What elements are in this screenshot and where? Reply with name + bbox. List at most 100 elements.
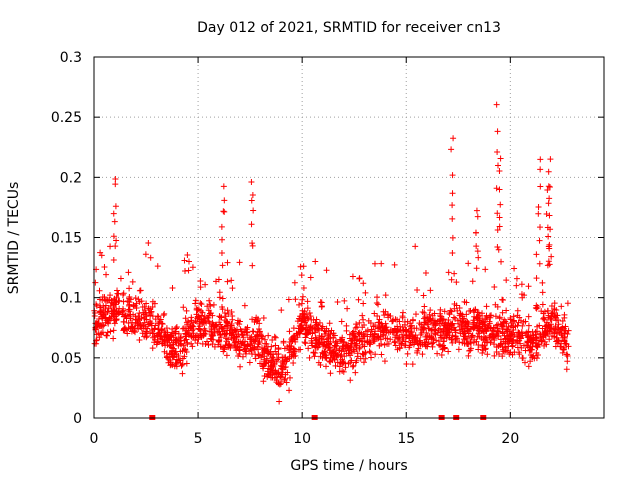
data-point (165, 335, 172, 342)
data-point (331, 342, 338, 349)
data-point (471, 323, 478, 330)
data-point (352, 369, 359, 376)
data-point (497, 336, 504, 343)
data-point (125, 306, 132, 313)
data-point (96, 302, 103, 309)
data-point (530, 340, 537, 347)
data-point (125, 269, 132, 276)
data-point (465, 260, 472, 267)
data-point (125, 320, 132, 327)
data-point (349, 363, 356, 370)
data-point (543, 327, 550, 334)
data-point (352, 359, 359, 366)
data-point (214, 328, 221, 335)
data-point (368, 354, 375, 361)
data-point (126, 285, 133, 292)
data-point (465, 323, 472, 330)
data-point (430, 317, 437, 324)
data-point (197, 318, 204, 325)
data-point (509, 338, 516, 345)
data-point (111, 218, 118, 225)
data-point (246, 359, 253, 366)
data-point (459, 311, 466, 318)
data-point (517, 340, 524, 347)
data-point (562, 340, 569, 347)
data-point (143, 300, 150, 307)
data-point (302, 330, 309, 337)
data-point (260, 315, 267, 322)
data-point (349, 329, 356, 336)
data-point (537, 333, 544, 340)
data-point (435, 341, 442, 348)
data-point (360, 359, 367, 366)
data-point (420, 324, 427, 331)
data-point (345, 350, 352, 357)
data-point (228, 320, 235, 327)
data-point (112, 243, 119, 250)
data-point (132, 321, 139, 328)
data-point (359, 335, 366, 342)
data-point (197, 278, 204, 285)
data-point (494, 244, 501, 251)
data-point (443, 334, 450, 341)
data-point (151, 326, 158, 333)
data-point (129, 278, 136, 285)
data-point (260, 358, 267, 365)
data-point (300, 285, 307, 292)
data-point (327, 331, 334, 338)
data-point (414, 286, 421, 293)
data-point (344, 343, 351, 350)
data-point (124, 298, 131, 305)
data-point (322, 354, 329, 361)
data-point (476, 326, 483, 333)
data-point (424, 343, 431, 350)
data-point (240, 353, 247, 360)
data-point (301, 319, 308, 325)
data-point (93, 320, 100, 327)
data-point (136, 336, 143, 343)
data-point (519, 322, 526, 329)
data-point (506, 351, 513, 358)
data-point (472, 306, 479, 313)
data-point (491, 337, 498, 344)
data-point (449, 215, 456, 222)
data-point (110, 257, 117, 264)
data-point (306, 354, 313, 361)
data-point (561, 327, 568, 334)
data-point (482, 316, 489, 323)
data-point (221, 197, 228, 204)
data-points (91, 101, 572, 405)
data-point (495, 162, 502, 169)
data-point (182, 315, 189, 322)
data-point (318, 333, 325, 340)
data-point (343, 322, 350, 329)
data-point (179, 347, 186, 354)
data-point (306, 309, 313, 316)
data-point (527, 332, 534, 339)
data-point (188, 340, 195, 347)
data-point (417, 331, 424, 338)
data-point (497, 342, 504, 349)
data-point (450, 314, 457, 321)
data-point (244, 342, 251, 349)
data-point (112, 203, 119, 210)
data-point (445, 269, 452, 276)
data-point (185, 267, 192, 274)
data-point (545, 200, 552, 207)
data-point (367, 331, 374, 338)
data-point (108, 297, 115, 304)
data-point (441, 322, 448, 329)
data-point (181, 257, 188, 264)
data-point (185, 258, 192, 265)
data-point (360, 300, 367, 307)
data-point (427, 307, 434, 314)
data-point (432, 330, 439, 337)
data-point (115, 298, 122, 305)
data-point (350, 362, 357, 369)
data-point (557, 343, 564, 350)
data-point (298, 321, 305, 328)
data-point (143, 328, 150, 335)
data-point (229, 316, 236, 323)
data-point (312, 329, 319, 336)
